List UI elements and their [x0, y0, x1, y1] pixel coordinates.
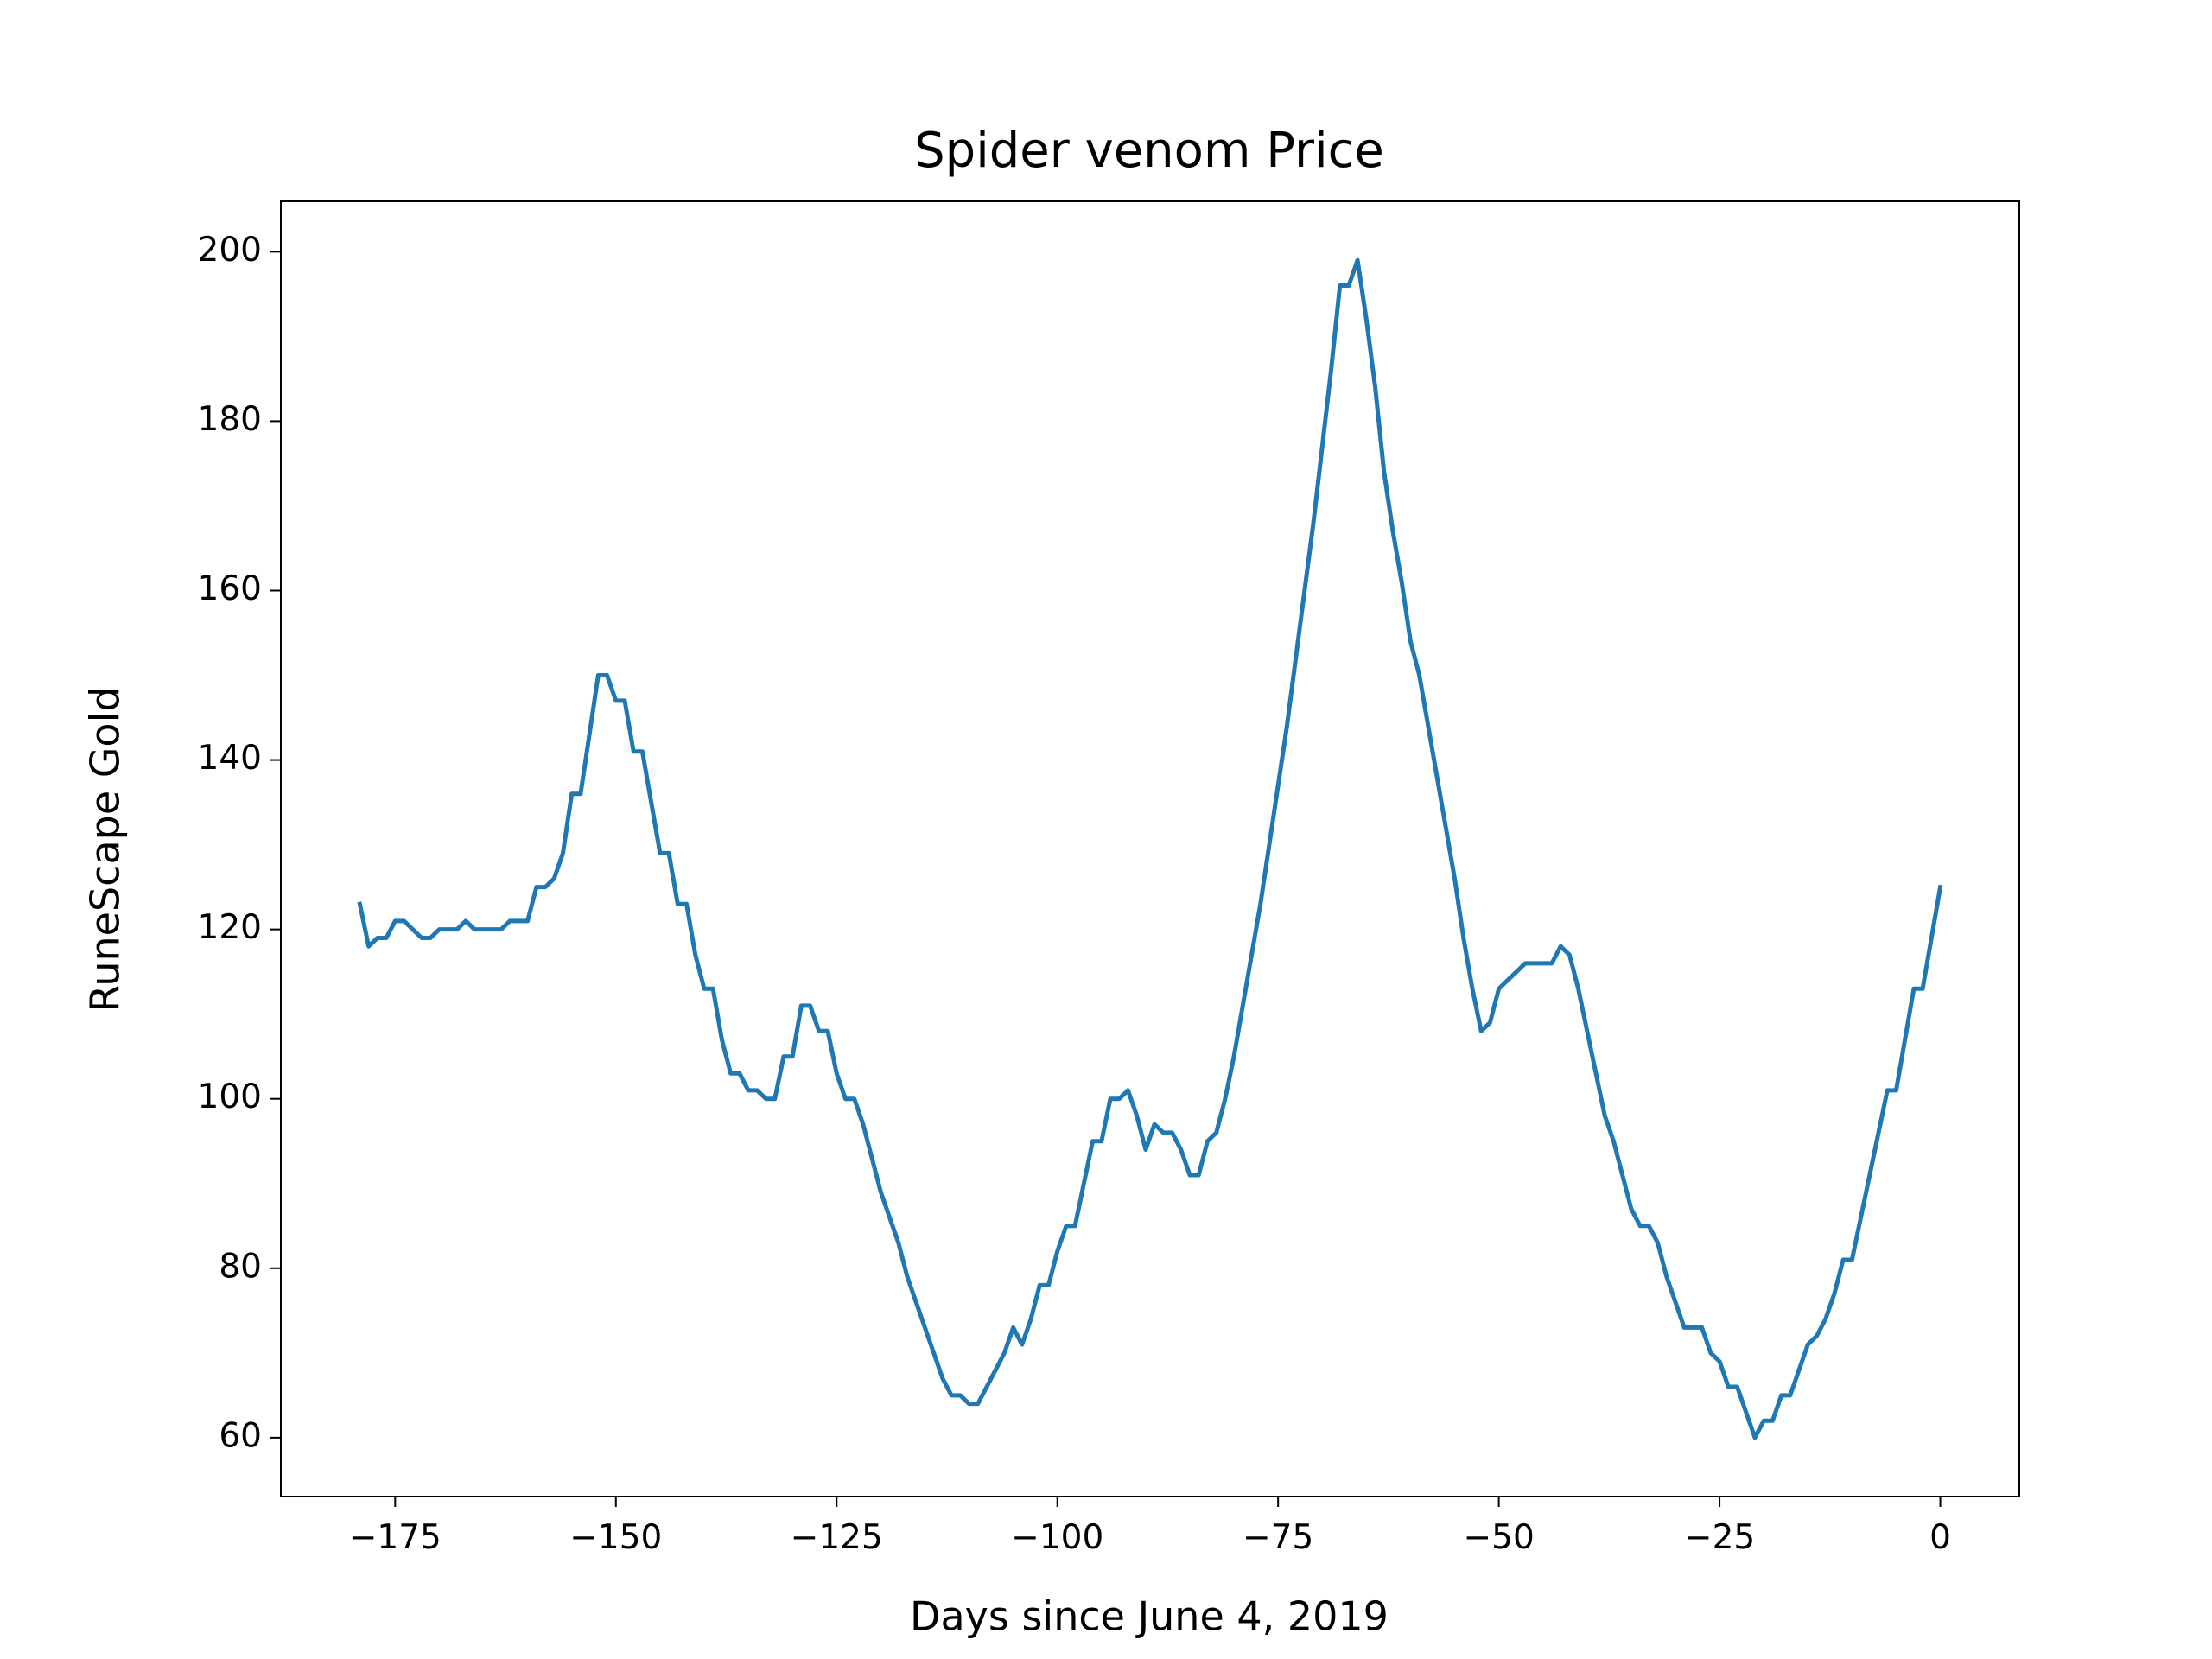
x-tick-label: −75 — [1243, 1518, 1313, 1557]
y-axis-label: RuneScape Gold — [82, 686, 129, 1012]
chart-title: Spider venom Price — [914, 123, 1384, 179]
x-axis-label: Days since June 4, 2019 — [910, 1593, 1389, 1640]
line-series — [357, 257, 1943, 1440]
plot-frame — [280, 200, 2020, 1497]
x-tick-label: −125 — [791, 1518, 883, 1557]
y-tick-label: 120 — [198, 908, 262, 947]
y-tick-label: 60 — [219, 1416, 262, 1455]
x-tick-label: 0 — [1929, 1518, 1951, 1557]
x-tick-label: −50 — [1463, 1518, 1534, 1557]
y-tick-label: 100 — [198, 1077, 262, 1116]
y-tick-label: 80 — [219, 1247, 262, 1286]
x-tick-label: −150 — [569, 1518, 662, 1557]
y-tick-label: 200 — [198, 231, 262, 270]
x-tick-label: −100 — [1011, 1518, 1103, 1557]
y-tick-label: 160 — [198, 569, 262, 608]
y-tick-label: 140 — [198, 739, 262, 778]
y-tick-label: 180 — [198, 400, 262, 439]
x-tick-label: −175 — [349, 1518, 442, 1557]
x-tick-label: −25 — [1684, 1518, 1755, 1557]
